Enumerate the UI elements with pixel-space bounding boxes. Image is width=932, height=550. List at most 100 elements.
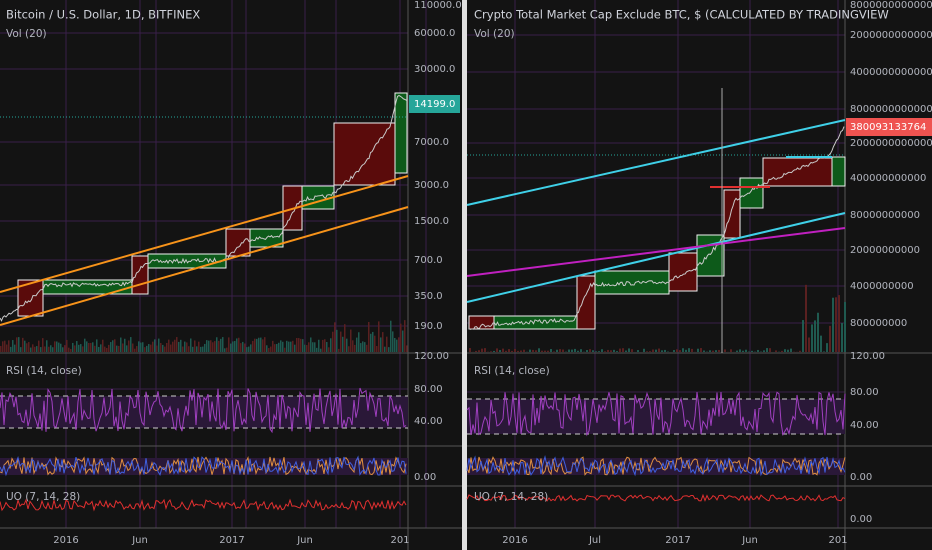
volume-bar	[256, 338, 258, 352]
volume-bar	[274, 344, 276, 352]
volume-bar	[700, 348, 702, 352]
volume-bar	[258, 337, 260, 352]
volume-bar	[332, 331, 334, 352]
volume-bar	[586, 350, 588, 352]
volume-bar	[350, 329, 352, 352]
volume-bar	[787, 349, 789, 352]
volume-bar	[364, 342, 366, 352]
volume-bar	[264, 337, 266, 352]
volume-bar	[312, 342, 314, 352]
volume-bar	[234, 340, 236, 352]
time-axis-label: Jun	[296, 535, 313, 546]
volume-bar	[56, 341, 58, 352]
volume-bar	[206, 340, 208, 352]
volume-bar	[478, 350, 480, 352]
volume-bar	[685, 349, 687, 352]
volume-bar	[114, 339, 116, 352]
volume-bar	[324, 339, 326, 352]
volume-bar	[396, 339, 398, 352]
rsi-line	[466, 391, 846, 437]
time-axis-label: 2017	[665, 535, 690, 546]
volume-bar	[368, 321, 370, 352]
time-axis-label: 201	[390, 535, 409, 546]
volume-bar	[104, 346, 106, 352]
volume-bar	[619, 348, 621, 352]
price-axis-label: 800000000	[850, 318, 907, 329]
volume-bar	[838, 295, 840, 352]
stoch-line	[0, 455, 407, 477]
price-axis-label: 40.00	[850, 420, 879, 431]
volume-bar	[76, 341, 78, 352]
volume-bar	[784, 349, 786, 352]
volume-bar	[790, 348, 792, 352]
volume-bar	[186, 342, 188, 352]
volume-bar	[652, 349, 654, 352]
volume-bar	[679, 350, 681, 352]
volume-bar	[655, 349, 657, 352]
volume-bar	[318, 339, 320, 352]
volume-bar	[400, 323, 402, 352]
volume-bar	[134, 348, 136, 352]
volume-bar	[34, 346, 36, 352]
price-axis-label: 80.00	[414, 384, 443, 395]
volume-bar	[496, 348, 498, 352]
volume-bar	[571, 349, 573, 352]
volume-bar	[0, 345, 2, 352]
volume-bar	[196, 346, 198, 352]
box	[468, 315, 495, 330]
price-axis-label: 4000000000	[850, 281, 914, 292]
box	[762, 157, 833, 187]
volume-bar	[36, 346, 38, 352]
volume-bar	[164, 346, 166, 352]
volume-bar	[48, 346, 50, 352]
volume-bar	[616, 351, 618, 352]
price-axis-label: 7000.0	[414, 137, 449, 148]
volume-bar	[288, 341, 290, 352]
volume-bar	[124, 338, 126, 352]
volume-bar	[622, 348, 624, 352]
time-axis-label: 201	[828, 535, 847, 546]
volume-bar	[505, 350, 507, 352]
price-axis-label: 350.0	[414, 291, 443, 302]
box	[131, 255, 149, 295]
volume-bar	[212, 342, 214, 352]
volume-bar	[493, 350, 495, 352]
volume-bar	[150, 344, 152, 352]
volume-bar	[80, 344, 82, 352]
volume-bar	[832, 297, 834, 352]
volume-bar	[100, 344, 102, 352]
volume-bar	[673, 350, 675, 352]
volume-bar	[202, 346, 204, 352]
divider	[462, 0, 467, 550]
volume-bar	[210, 340, 212, 352]
volume-bar	[358, 332, 360, 352]
price-axis-label: 400000000000	[850, 173, 926, 184]
volume-bar	[106, 347, 108, 352]
volume-bar	[182, 346, 184, 352]
volume-bar	[60, 343, 62, 352]
volume-bar	[823, 351, 825, 352]
volume-bar	[168, 339, 170, 352]
volume-bar	[481, 348, 483, 352]
volume-bar	[246, 347, 248, 352]
volume-bar	[228, 337, 230, 352]
volume-bar	[508, 349, 510, 352]
volume-bar	[559, 349, 561, 352]
volume-bar	[835, 297, 837, 352]
volume-bar	[844, 302, 846, 352]
volume-bar	[24, 340, 26, 352]
price-axis-label: 0.00	[850, 514, 872, 525]
volume-bar	[376, 346, 378, 352]
volume-bar	[16, 337, 18, 352]
volume-bar	[262, 339, 264, 352]
volume-bar	[144, 347, 146, 352]
volume-bar	[38, 340, 40, 352]
box	[739, 177, 764, 209]
price-axis-label: 40.00	[414, 416, 443, 427]
volume-bar	[334, 322, 336, 352]
volume-bar	[511, 350, 513, 352]
volume-bar	[292, 340, 294, 352]
price-axis-label: 80000000000	[850, 210, 920, 221]
volume-bar	[730, 349, 732, 352]
